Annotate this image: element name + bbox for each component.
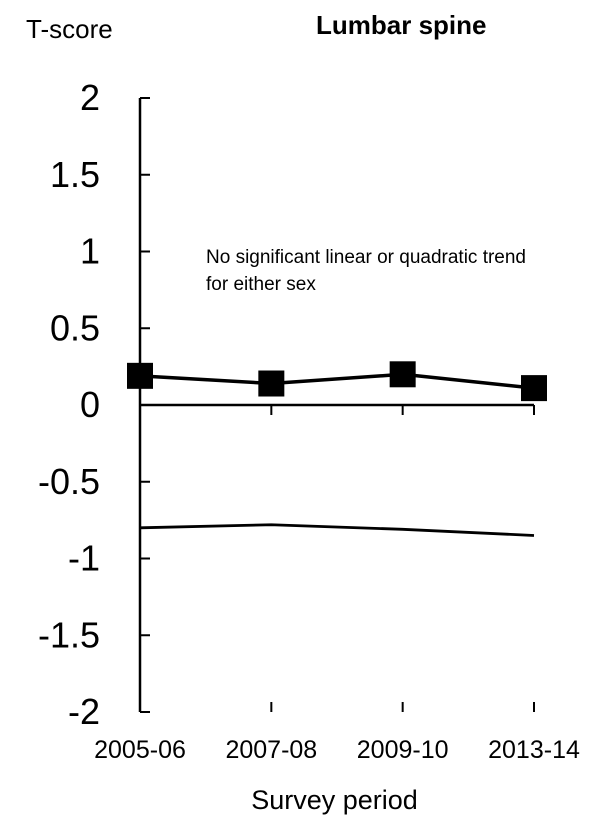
y-tick-label: -0.5 [38,461,100,502]
y-tick-label: 0.5 [50,307,100,348]
x-tick-label: 2005-06 [94,736,186,764]
annotation-line-2: for either sex [206,274,316,295]
series-1-point [127,362,153,389]
series-1-point [521,375,547,402]
chart-annotation: No significant linear or quadratic trend… [206,244,606,298]
y-tick-label: 1 [80,231,100,272]
y-tick-label: -2 [68,691,100,732]
x-axis-label: Survey period [0,785,613,816]
series-2-line [139,523,535,537]
series-1-point [389,361,416,388]
series-1-point [258,370,285,397]
annotation-line-1: No significant linear or quadratic trend [206,247,527,268]
y-tick-label: 1.5 [50,154,100,195]
y-tick-label: -1.5 [38,614,100,655]
y-axis-label: T-score [26,14,113,44]
x-tick-label: 2009-10 [357,736,449,764]
series-1-line [139,372,535,390]
y-tick-label: -1 [68,538,100,579]
y-tick-label: 2 [80,77,100,118]
x-tick-label: 2013-14 [488,736,580,764]
y-tick-label: 0 [80,384,100,425]
x-tick-label: 2007-08 [225,736,317,764]
chart-title: Lumbar spine [316,10,487,40]
x-axis-label-text: Survey period [251,785,418,815]
